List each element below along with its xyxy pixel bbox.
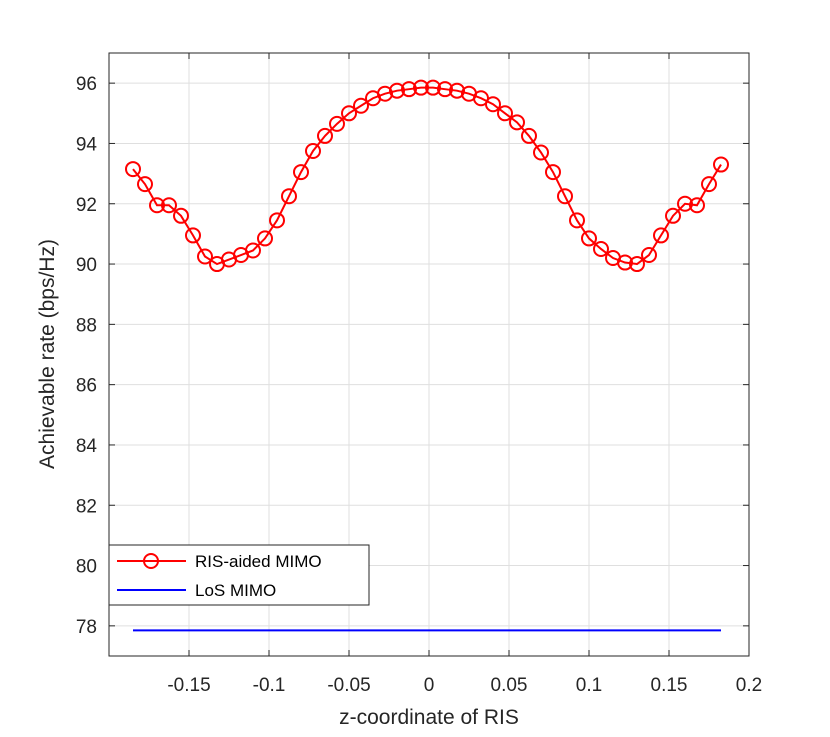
data-point-ris-aided-mimo [701,176,717,193]
data-point-ris-aided-mimo [245,242,261,259]
x-tick-label: 0.15 [651,675,688,696]
data-point-ris-aided-mimo [137,176,153,193]
x-tick-label: 0.1 [576,675,602,696]
x-tick-label: 0 [424,675,435,696]
data-point-ris-aided-mimo [665,207,681,224]
x-tick-label: 0.2 [736,675,762,696]
data-point-ris-aided-mimo [545,164,561,181]
data-point-ris-aided-mimo [497,105,513,122]
data-point-ris-aided-mimo [377,85,393,102]
data-point-ris-aided-mimo [257,230,273,247]
data-point-ris-aided-mimo [689,197,705,214]
data-point-ris-aided-mimo [161,197,177,214]
data-point-ris-aided-mimo [557,188,573,205]
x-tick-label: -0.05 [327,675,370,696]
y-tick-label: 88 [76,315,97,336]
data-point-ris-aided-mimo [389,82,405,99]
data-point-ris-aided-mimo [521,127,537,144]
data-point-ris-aided-mimo [593,240,609,257]
data-point-ris-aided-mimo [509,114,525,131]
data-point-ris-aided-mimo [533,144,549,161]
y-tick-label: 96 [76,74,97,95]
data-point-ris-aided-mimo [329,115,345,132]
data-point-ris-aided-mimo [401,81,417,98]
data-point-ris-aided-mimo [125,161,141,178]
data-point-ris-aided-mimo [617,254,633,271]
data-point-ris-aided-mimo [449,82,465,99]
legend-marker-ris-aided-mimo [143,553,159,569]
data-point-ris-aided-mimo [149,197,165,214]
legend-label-los-mimo: LoS MIMO [195,581,276,600]
data-point-ris-aided-mimo [281,188,297,205]
data-point-ris-aided-mimo [437,81,453,98]
y-tick-label: 84 [76,436,98,457]
y-tick-label: 80 [76,557,97,578]
data-point-ris-aided-mimo [425,79,441,96]
y-tick-label: 78 [76,617,97,638]
data-point-ris-aided-mimo [581,230,597,247]
x-axis-label: z-coordinate of RIS [339,706,519,729]
data-point-ris-aided-mimo [653,227,669,244]
y-axis-label: Achievable rate (bps/Hz) [36,239,59,469]
data-point-ris-aided-mimo [173,207,189,224]
data-point-ris-aided-mimo [293,164,309,181]
y-tick-label: 90 [76,255,97,276]
data-point-ris-aided-mimo [305,142,321,159]
data-point-ris-aided-mimo [269,212,285,229]
y-tick-label: 94 [76,134,98,155]
data-point-ris-aided-mimo [413,79,429,96]
y-tick-label: 86 [76,376,97,397]
data-point-ris-aided-mimo [197,248,213,265]
data-point-ris-aided-mimo [485,96,501,113]
legend-label-ris-aided-mimo: RIS-aided MIMO [195,552,322,571]
ticks: -0.15 -0.1 -0.05 0 0.05 0.1 0.15 0.2 78 80 82 84 86 8… [76,53,762,696]
data-point-ris-aided-mimo [353,97,369,114]
data-point-ris-aided-mimo [317,127,333,144]
data-point-ris-aided-mimo [677,195,693,212]
series-layer [125,79,729,632]
x-tick-label: 0.05 [491,675,528,696]
data-point-ris-aided-mimo [629,256,645,273]
y-tick-label: 92 [76,195,97,216]
x-tick-label: -0.15 [167,675,210,696]
data-point-ris-aided-mimo [641,247,657,264]
data-point-ris-aided-mimo [713,156,729,173]
data-point-ris-aided-mimo [185,227,201,244]
legend: RIS-aided MIMO LoS MIMO [108,544,370,606]
data-point-ris-aided-mimo [569,212,585,229]
x-tick-label: -0.1 [253,675,286,696]
y-tick-label: 82 [76,496,97,517]
data-point-ris-aided-mimo [341,105,357,122]
